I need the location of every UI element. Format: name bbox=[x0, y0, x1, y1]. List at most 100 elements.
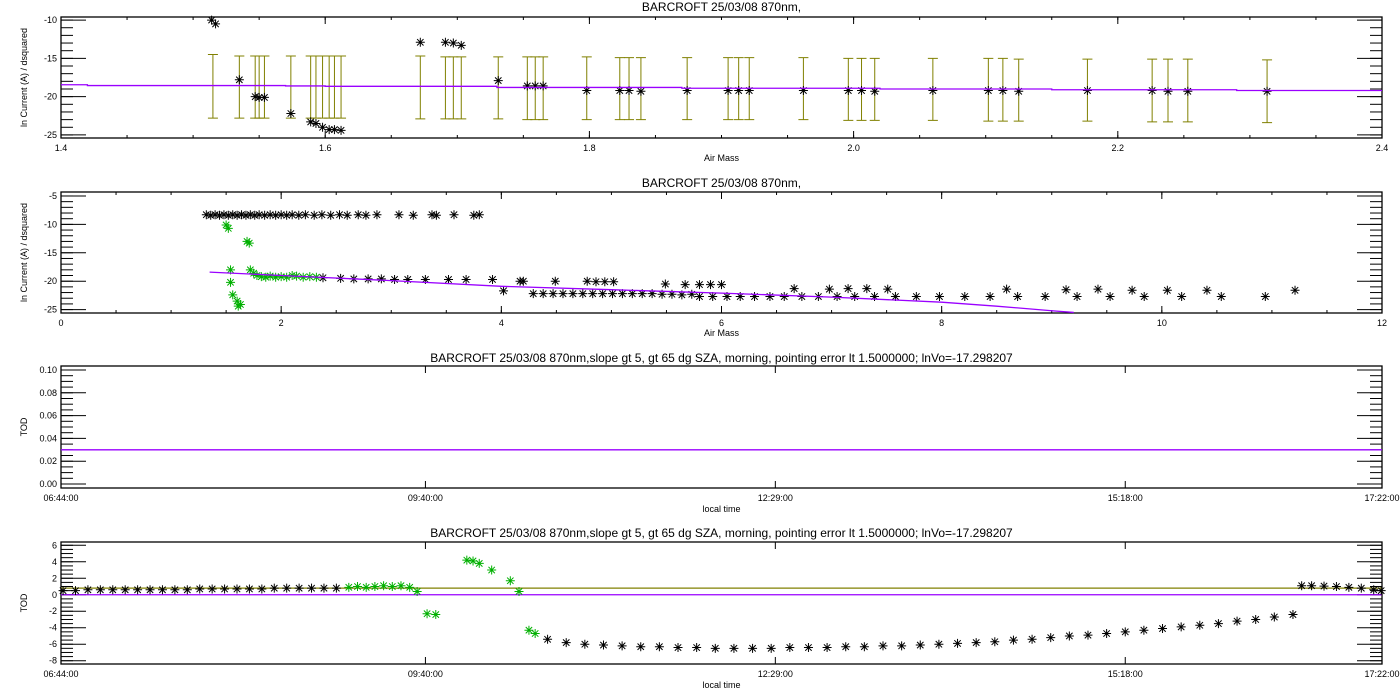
data-point-measurements bbox=[694, 292, 704, 302]
data-point-rejected bbox=[505, 576, 515, 586]
data-point-measurements bbox=[259, 92, 269, 102]
data-point-rejected bbox=[265, 271, 275, 281]
data-point-measurements bbox=[608, 289, 618, 299]
data-point-rejected bbox=[249, 268, 259, 278]
data-point-measurements bbox=[250, 92, 260, 102]
data-point-saturated bbox=[326, 210, 336, 220]
data-point-measurements bbox=[376, 274, 386, 284]
x-tick-label: 0 bbox=[58, 318, 63, 328]
data-point-rejected bbox=[221, 220, 231, 230]
data-point-measurements bbox=[488, 274, 498, 284]
chart-panel-2: BARCROFT 25/03/08 870nm, Air Mass ln Curre… bbox=[19, 176, 1387, 338]
data-point-measurements bbox=[493, 76, 503, 86]
data-point-measurements bbox=[588, 289, 598, 299]
y-tick-label: -25 bbox=[44, 305, 57, 315]
data-point-measurements bbox=[609, 277, 619, 287]
data-point-saturated bbox=[219, 210, 229, 220]
data-point-rejected bbox=[370, 582, 380, 592]
data-point-measurements bbox=[705, 280, 715, 290]
data-point-accepted bbox=[257, 584, 267, 594]
data-point-measurements bbox=[591, 277, 601, 287]
error-bar bbox=[207, 54, 218, 119]
data-point-measurements bbox=[1002, 284, 1012, 294]
x-axis-label: Air Mass bbox=[704, 153, 740, 163]
data-point-accepted bbox=[1139, 625, 1149, 635]
data-point-saturated bbox=[250, 210, 260, 220]
error-bar bbox=[440, 56, 451, 120]
y-tick-label: -5 bbox=[49, 191, 57, 201]
data-point-saturated bbox=[245, 210, 255, 220]
data-point-rejected bbox=[256, 272, 266, 282]
data-point-measurements bbox=[1040, 292, 1050, 302]
data-point-rejected bbox=[412, 586, 422, 596]
data-point-measurements bbox=[1216, 292, 1226, 302]
data-point-saturated bbox=[300, 210, 310, 220]
data-point-accepted bbox=[953, 638, 963, 648]
data-point-rejected bbox=[226, 277, 236, 287]
data-point-measurements bbox=[1082, 86, 1092, 96]
data-point-rejected bbox=[387, 582, 397, 592]
data-point-measurements bbox=[403, 274, 413, 284]
data-point-accepted bbox=[1331, 582, 1341, 592]
data-point-saturated bbox=[254, 210, 264, 220]
data-point-measurements bbox=[1139, 292, 1149, 302]
data-point-accepted bbox=[598, 640, 608, 650]
data-point-accepted bbox=[294, 583, 304, 593]
data-point-accepted bbox=[1158, 624, 1168, 634]
data-point-rejected bbox=[276, 272, 286, 282]
data-point-rejected bbox=[228, 290, 238, 300]
x-tick-label: 2.0 bbox=[847, 143, 860, 153]
data-point-rejected bbox=[244, 238, 254, 248]
y-tick-label: 6 bbox=[52, 540, 57, 550]
data-point-accepted bbox=[133, 585, 143, 595]
x-tick-label: 2.2 bbox=[1112, 143, 1125, 153]
x-tick-label: 09:40:00 bbox=[408, 493, 443, 503]
y-tick-label: 0.02 bbox=[39, 456, 57, 466]
data-point-measurements bbox=[883, 284, 893, 294]
data-point-accepted bbox=[1195, 620, 1205, 630]
data-point-accepted bbox=[170, 585, 180, 595]
data-point-measurements bbox=[548, 289, 558, 299]
data-point-measurements bbox=[286, 108, 296, 118]
y-axis-label: TOD bbox=[19, 417, 29, 436]
data-point-measurements bbox=[207, 15, 217, 25]
error-bar bbox=[415, 55, 426, 120]
data-point-measurements bbox=[615, 86, 625, 96]
data-point-rejected bbox=[233, 301, 243, 311]
data-point-accepted bbox=[108, 585, 118, 595]
data-point-measurements bbox=[779, 292, 789, 302]
data-point-accepted bbox=[232, 584, 242, 594]
data-point-accepted bbox=[990, 637, 1000, 647]
data-point-accepted bbox=[70, 586, 80, 596]
data-point-measurements bbox=[558, 289, 568, 299]
data-point-measurements bbox=[311, 118, 321, 128]
data-point-measurements bbox=[723, 86, 733, 96]
data-point-accepted bbox=[1297, 581, 1307, 591]
data-point-measurements bbox=[624, 86, 634, 96]
data-point-measurements bbox=[843, 86, 853, 96]
data-point-rejected bbox=[252, 271, 262, 281]
data-point-rejected bbox=[226, 265, 236, 275]
data-point-accepted bbox=[1251, 614, 1261, 624]
data-point-rejected bbox=[245, 265, 255, 275]
data-point-measurements bbox=[1183, 86, 1193, 96]
data-point-measurements bbox=[1260, 292, 1270, 302]
x-tick-label: 2 bbox=[279, 318, 284, 328]
data-point-measurements bbox=[578, 289, 588, 299]
data-point-measurements bbox=[862, 284, 872, 294]
data-point-measurements bbox=[254, 92, 264, 102]
y-tick-label: 0.08 bbox=[39, 388, 57, 398]
data-point-accepted bbox=[83, 585, 93, 595]
y-axis-label: ln Current (A) / dsquared bbox=[19, 203, 29, 302]
data-point-accepted bbox=[729, 643, 739, 653]
data-point-measurements bbox=[636, 86, 646, 96]
data-point-measurements bbox=[448, 38, 458, 48]
data-point-measurements bbox=[329, 125, 339, 135]
data-point-accepted bbox=[1319, 581, 1329, 591]
data-point-measurements bbox=[680, 280, 690, 290]
data-point-saturated bbox=[201, 210, 211, 220]
data-point-measurements bbox=[1127, 285, 1137, 295]
data-point-saturated bbox=[361, 210, 371, 220]
data-point-accepted bbox=[58, 586, 68, 596]
data-point-accepted bbox=[1083, 630, 1093, 640]
